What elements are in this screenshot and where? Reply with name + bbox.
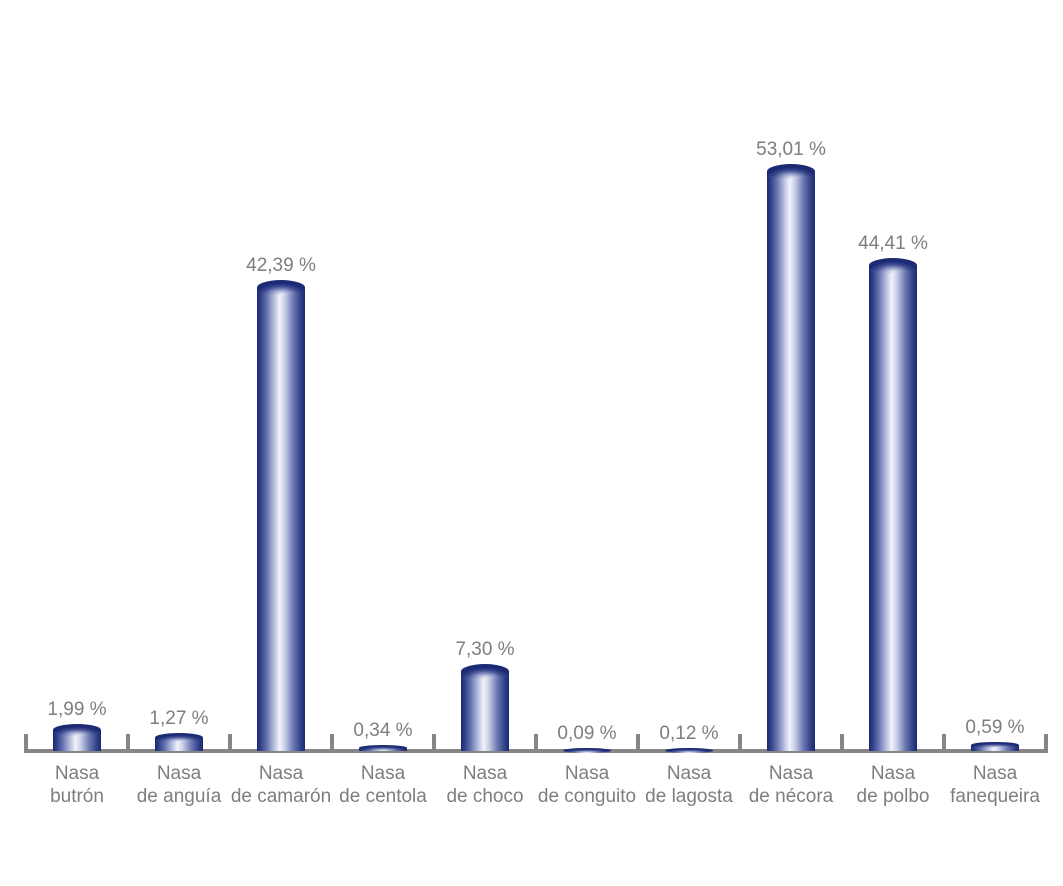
category-label-line: Nasa [666, 763, 712, 784]
category-label-line: Nasa [258, 763, 304, 784]
bar-value-label: 0,09 % [557, 723, 617, 745]
axis-tick [738, 734, 742, 753]
bar-value-label: 0,12 % [659, 722, 719, 744]
bar-cylinder [971, 745, 1019, 752]
axis-tick [534, 734, 538, 753]
bar-value-label: 44,41 % [858, 232, 928, 254]
category-label-line: Nasa [768, 763, 814, 784]
bar-value-label: 0,34 % [353, 719, 413, 741]
category-label: Nasa de choco [410, 762, 560, 808]
axis-tick [126, 734, 130, 753]
category-label-line: Nasa [870, 763, 916, 784]
category-label: Nasa de lagosta [614, 762, 764, 808]
category-label-line: de conguito [537, 786, 637, 807]
bar-value-label: 1,99 % [47, 698, 107, 720]
category-label-line: de choco [446, 786, 524, 807]
bar-cylinder [461, 671, 509, 752]
bar-value-label: 42,39 % [246, 254, 316, 276]
bar-cylinder [767, 171, 815, 752]
category-label-line: Nasa [564, 763, 610, 784]
bar-top-ellipse [971, 741, 1019, 749]
bar-top-ellipse [461, 664, 509, 680]
category-label: Nasa de centola [308, 762, 458, 808]
axis-tick [840, 734, 844, 753]
axis-tick [636, 734, 640, 753]
category-label-line: de lagosta [645, 786, 733, 807]
bar-value-label: 0,59 % [965, 716, 1025, 738]
category-label-line: Nasa [462, 763, 508, 784]
category-label-line: de nécora [748, 786, 834, 807]
category-label: Nasa de polbo [818, 762, 968, 808]
axis-tick [228, 734, 232, 753]
bar-value-label: 7,30 % [455, 639, 515, 661]
bar-top-ellipse [359, 744, 407, 751]
axis-tick [24, 734, 28, 753]
category-label-line: butrón [50, 786, 104, 807]
category-label: Nasa de conguito [512, 762, 662, 808]
category-label: Nasa fanequeira [920, 762, 1063, 808]
category-label: Nasa de nécora [716, 762, 866, 808]
category-label-line: fanequeira [950, 786, 1040, 807]
axis-tick [330, 734, 334, 753]
axis-tick [1044, 734, 1048, 753]
category-label-line: de camarón [230, 786, 332, 807]
category-label: Nasa butrón [2, 762, 152, 808]
bar-top-ellipse [767, 163, 815, 179]
bar-cylinder [869, 265, 917, 752]
bar-value-label: 53,01 % [756, 138, 826, 160]
category-label: Nasa de camarón [206, 762, 356, 808]
axis-tick [432, 734, 436, 753]
bar-top-ellipse [155, 733, 203, 743]
bar-top-ellipse [257, 279, 305, 295]
category-label-line: Nasa [54, 763, 100, 784]
bar-top-ellipse [563, 748, 611, 753]
bar-top-ellipse [53, 723, 101, 736]
category-label-line: Nasa [156, 763, 202, 784]
axis-tick [942, 734, 946, 753]
bar-value-label: 1,27 % [149, 708, 209, 730]
category-label-line: de centola [339, 786, 427, 807]
category-label-line: Nasa [360, 763, 406, 784]
category-label-line: de polbo [856, 786, 930, 807]
bar-top-ellipse [665, 747, 713, 753]
bar-cylinder [257, 287, 305, 752]
category-label-line: de anguía [136, 786, 222, 807]
category-label: Nasa de anguía [104, 762, 254, 808]
bar-top-ellipse [869, 257, 917, 273]
category-label-line: Nasa [972, 763, 1018, 784]
